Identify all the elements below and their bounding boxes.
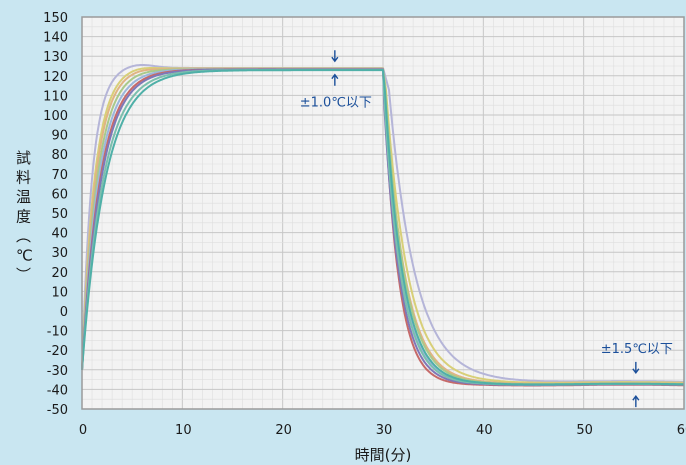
plot-frame	[81, 16, 685, 410]
y-tick-labels: 1501401301201101009080706050403020100-10…	[43, 11, 68, 418]
arrow-down-icon	[331, 50, 339, 63]
y-tick-label: 140	[43, 31, 68, 46]
y-tick-label: -30	[47, 364, 68, 379]
y-tick-label: 130	[43, 50, 68, 65]
x-tick-labels: 0 10 20 30 40 50 60	[79, 423, 686, 438]
x-tick-label: 10	[175, 423, 192, 438]
y-tick-label: 70	[51, 168, 68, 183]
y-tick-label: 10	[51, 285, 68, 300]
arrow-down-icon	[632, 361, 640, 375]
y-tick-label: 150	[43, 11, 68, 26]
annotations: ±1.0℃以下 ±1.5℃以下	[300, 50, 673, 408]
y-tick-label: 90	[51, 129, 68, 144]
y-axis-label: 試料温度︵ ℃ ︶	[16, 149, 33, 284]
x-tick-label: 30	[376, 423, 393, 438]
y-tick-label: 0	[60, 305, 68, 320]
y-tick-label: -10	[47, 325, 68, 340]
y-tick-label: -40	[47, 383, 68, 398]
annotation-label: ±1.0℃以下	[300, 95, 372, 110]
annotation-label: ±1.5℃以下	[601, 342, 673, 357]
y-tick-label: 110	[43, 89, 68, 104]
y-tick-label: 80	[51, 148, 68, 163]
y-tick-label: -50	[47, 403, 68, 418]
y-tick-label: 100	[43, 109, 68, 124]
y-tick-label: 20	[51, 266, 68, 281]
x-tick-label: 0	[79, 423, 87, 438]
y-tick-label: 50	[51, 207, 68, 222]
y-tick-label: 60	[51, 187, 68, 202]
arrow-up-icon	[632, 394, 640, 408]
y-tick-label: -20	[47, 344, 68, 359]
x-tick-label: 40	[476, 423, 493, 438]
x-tick-label: 20	[275, 423, 292, 438]
grid	[81, 16, 685, 410]
y-tick-label: 40	[51, 227, 68, 242]
arrow-up-icon	[331, 73, 339, 86]
series-line	[81, 69, 685, 386]
y-tick-label: 120	[43, 70, 68, 85]
x-tick-label: 60	[677, 423, 686, 438]
y-tick-label: 30	[51, 246, 68, 261]
x-axis-label: 時間(分)	[355, 446, 412, 464]
x-tick-label: 50	[576, 423, 593, 438]
series-lines	[81, 64, 685, 387]
